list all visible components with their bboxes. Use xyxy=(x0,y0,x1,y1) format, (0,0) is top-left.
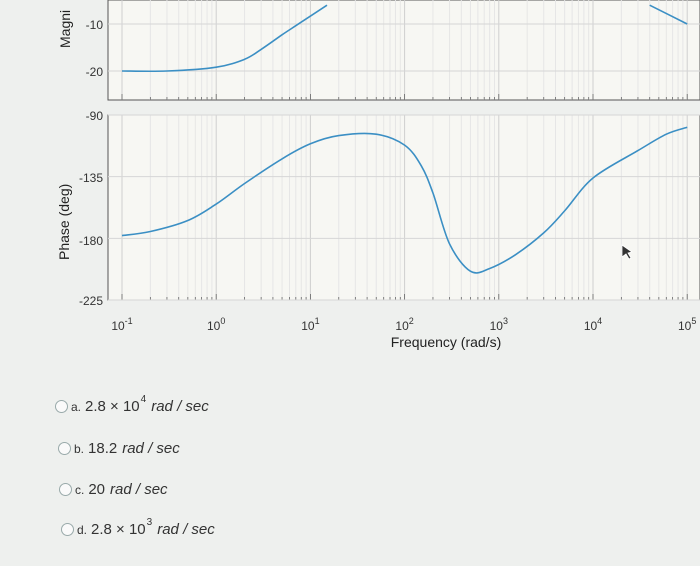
option-b-letter: b. xyxy=(74,441,85,456)
mag-tick-label-10: -10 xyxy=(86,18,104,32)
option-d-exponent: 3 xyxy=(146,517,153,528)
mouse-cursor-icon xyxy=(621,244,633,260)
option-a-letter: a. xyxy=(71,399,82,414)
option-b-value: 18.2 xyxy=(88,440,118,457)
option-a-exponent: 4 xyxy=(140,394,147,405)
option-a-unit: rad / sec xyxy=(151,398,209,415)
magnitude-series xyxy=(121,4,688,73)
phase-tick-label-180: -180 xyxy=(79,234,103,248)
frequency-tick-label: 105 xyxy=(678,316,696,333)
option-c-value: 20 xyxy=(88,481,106,498)
frequency-tick-label: 103 xyxy=(490,316,508,333)
phase-tick-label-135: -135 xyxy=(79,171,103,185)
mag-tick-label-20: -20 xyxy=(86,65,104,79)
option-b-radio[interactable] xyxy=(58,442,71,455)
magnitude-line-1 xyxy=(649,4,688,25)
phase-tick-labels: -90 -135 -180 -225 xyxy=(79,109,103,308)
option-d[interactable]: d. 2.8 × 10 3 rad / sec xyxy=(61,517,215,538)
option-a-radio[interactable] xyxy=(55,400,68,413)
frequency-tick-label: 10-1 xyxy=(111,316,132,333)
magnitude-axis-label: Magni xyxy=(57,10,73,48)
option-b-unit: rad / sec xyxy=(122,440,180,457)
option-c-unit: rad / sec xyxy=(110,481,168,498)
option-a[interactable]: a. 2.8 × 10 4 rad / sec xyxy=(55,394,209,415)
phase-line-0 xyxy=(121,126,688,274)
frequency-tick-label: 101 xyxy=(301,316,319,333)
magnitude-tick-labels: -10 -20 xyxy=(86,18,104,79)
phase-panel: -90 -135 -180 -225 Phase (deg) xyxy=(56,109,700,308)
phase-series xyxy=(121,126,688,274)
bode-plot: -10 -20 Magni -90 -135 -180 -225 Phase (… xyxy=(56,0,700,350)
phase-tick-label-225: -225 xyxy=(79,294,103,308)
option-d-radio[interactable] xyxy=(61,523,74,536)
option-d-unit: rad / sec xyxy=(157,521,215,538)
phase-tick-label-90: -90 xyxy=(86,109,104,123)
option-c-radio[interactable] xyxy=(59,483,72,496)
frequency-tick-label: 104 xyxy=(584,316,602,333)
option-d-value: 2.8 × 10 xyxy=(91,521,146,538)
frequency-tick-labels: 10-1 100 101 102 103 104 105 xyxy=(111,316,696,333)
option-c-letter: c. xyxy=(75,482,85,497)
frequency-tick-label: 102 xyxy=(395,316,413,333)
option-d-letter: d. xyxy=(77,522,88,537)
option-c[interactable]: c. 20 rad / sec xyxy=(59,481,168,498)
phase-axis-label: Phase (deg) xyxy=(56,184,72,260)
option-b[interactable]: b. 18.2 rad / sec xyxy=(58,440,180,457)
option-a-value: 2.8 × 10 xyxy=(85,398,140,415)
frequency-axis-label: Frequency (rad/s) xyxy=(391,334,501,350)
magnitude-line-0 xyxy=(121,4,328,73)
magnitude-grid xyxy=(108,0,700,100)
frequency-tick-label: 100 xyxy=(207,316,225,333)
magnitude-panel: -10 -20 Magni xyxy=(57,0,700,101)
phase-grid xyxy=(108,114,700,301)
